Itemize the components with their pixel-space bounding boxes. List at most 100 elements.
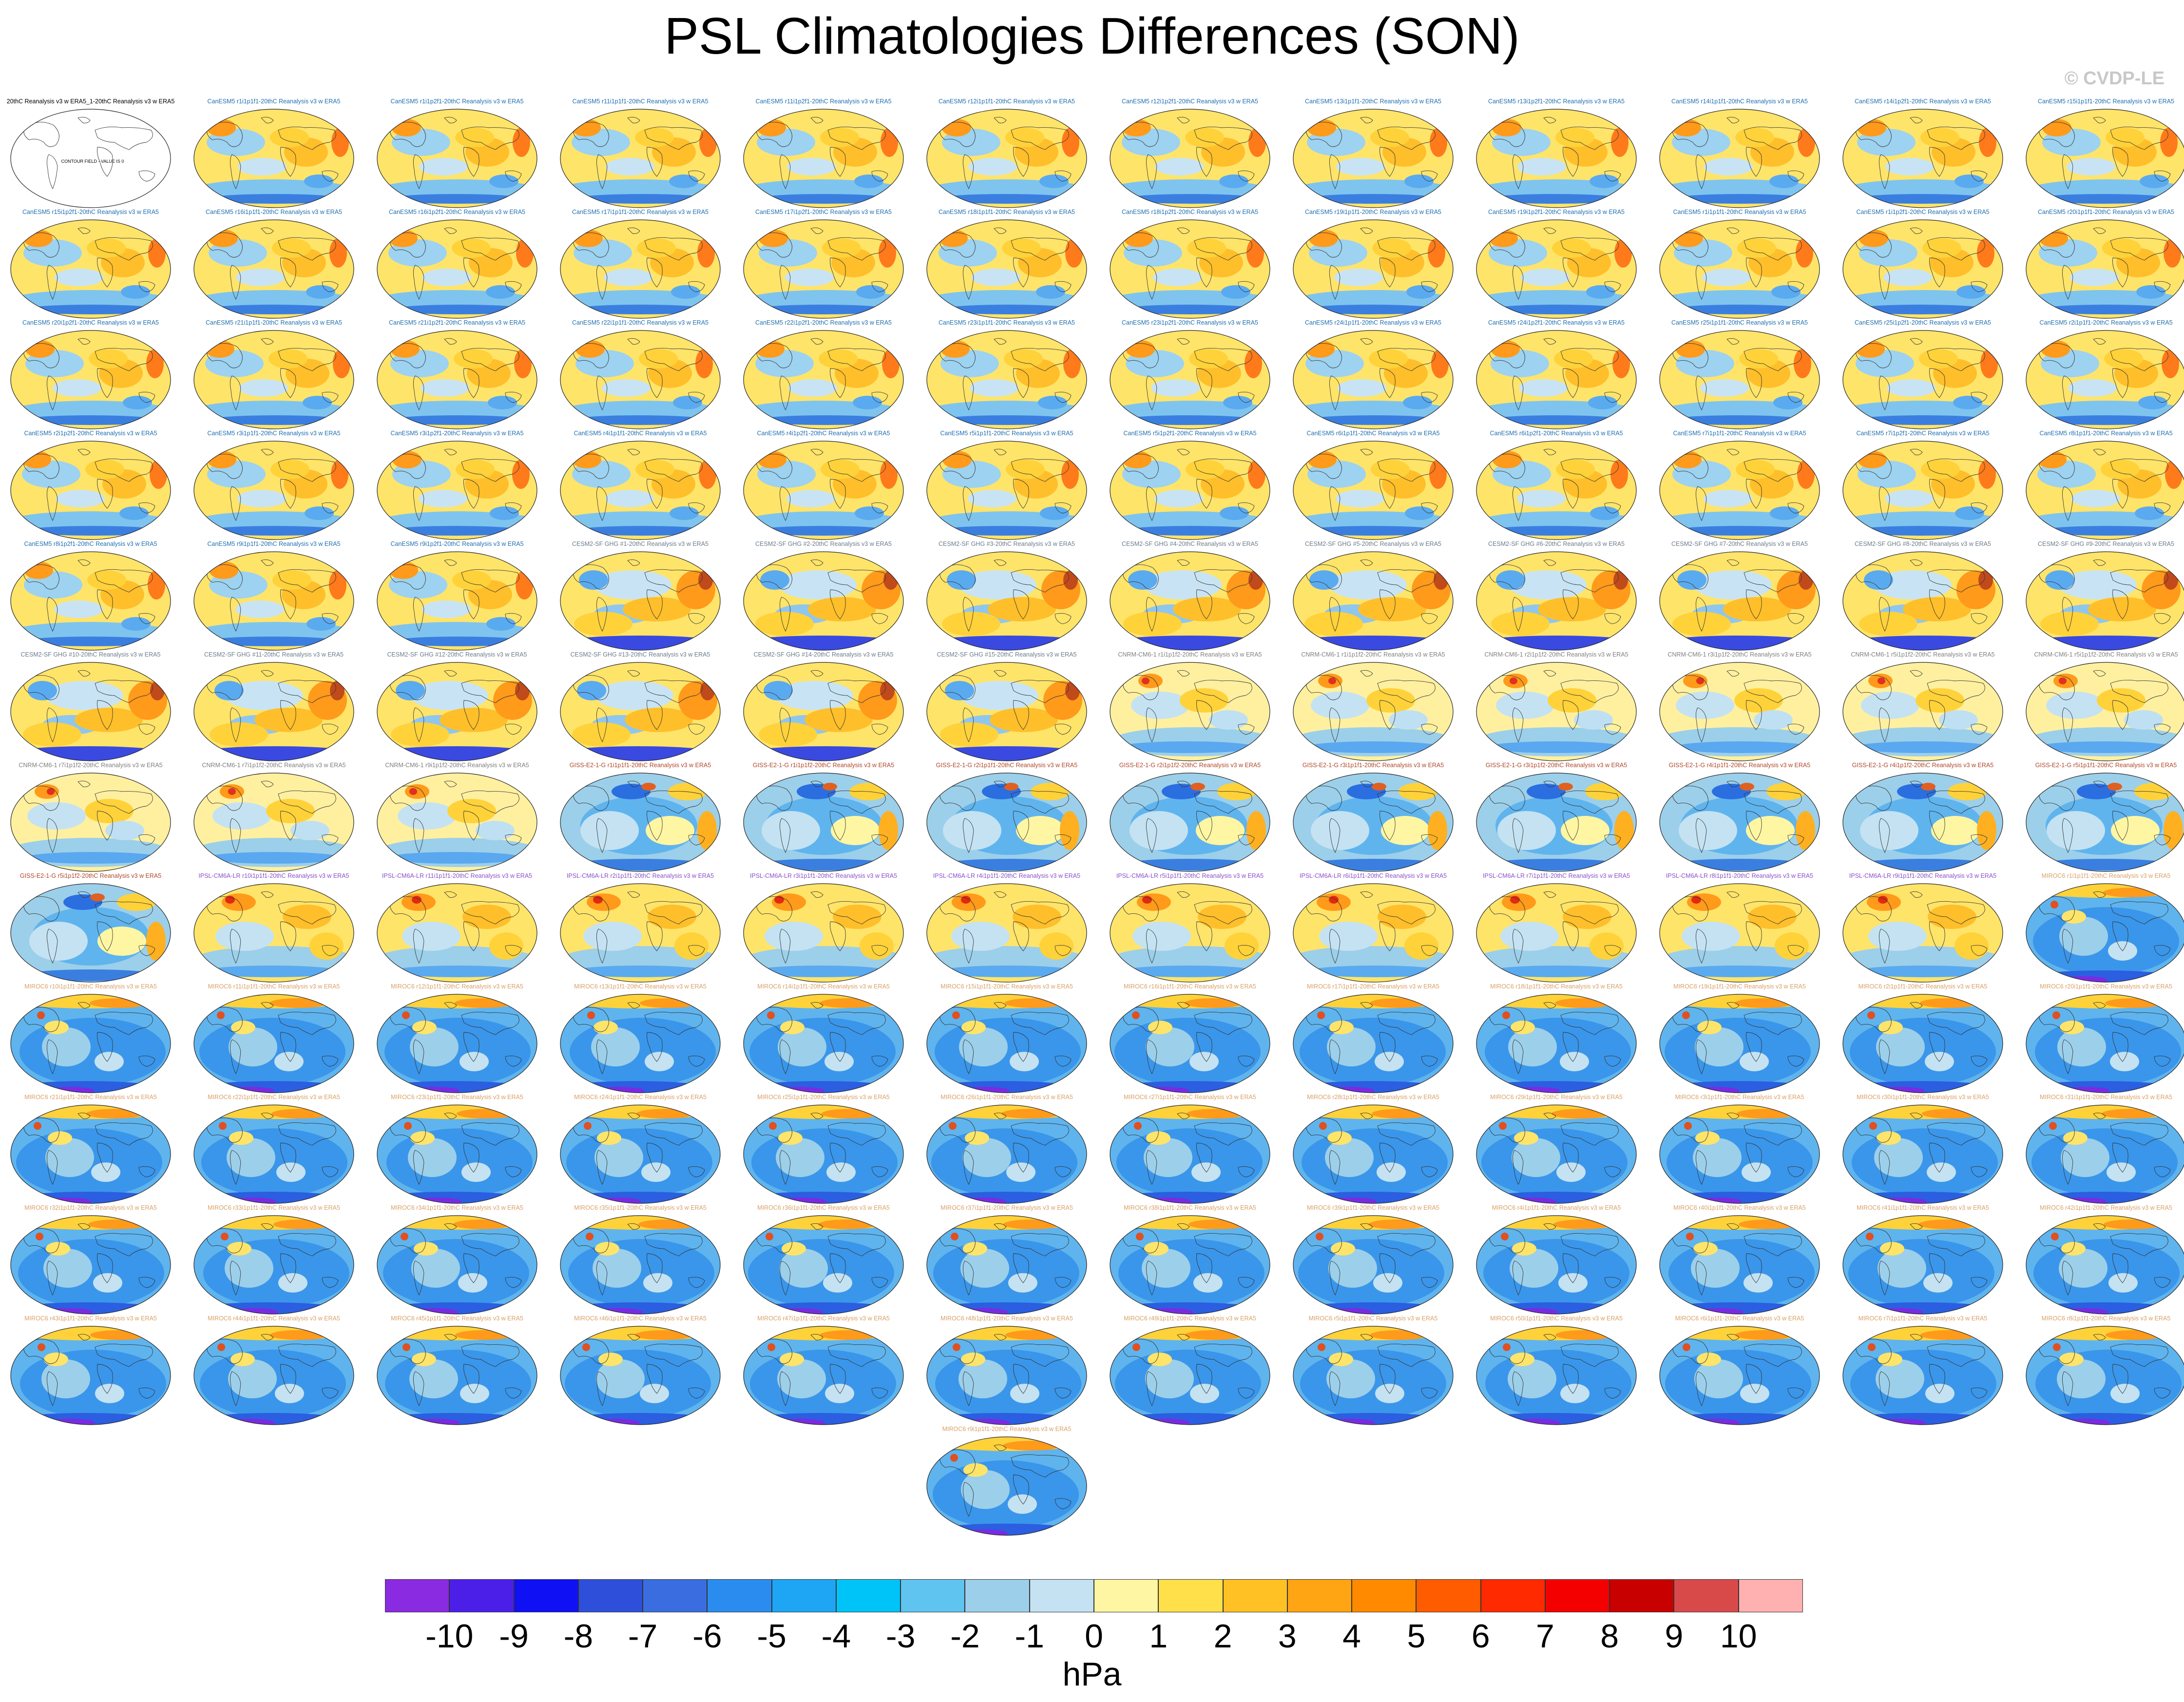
map-panel: CanESM5 r6i1p2f1-20thC Reanalysis v3 w E… <box>1474 428 1639 541</box>
map-panel: GISS-E2-1-G r5i1p1f1-20thC Reanalysis v3… <box>2023 760 2184 872</box>
globe-map <box>926 219 1087 319</box>
map-panel: CanESM5 r15i1p2f1-20thC Reanalysis v3 w … <box>8 207 173 319</box>
map-panel: MIROC6 r20i1p1f1-20thC Reanalysis v3 w E… <box>2023 982 2184 1094</box>
globe-map <box>926 441 1087 540</box>
map-panel: IPSL-CM6A-LR r8i1p1f1-20thC Reanalysis v… <box>1657 871 1822 983</box>
map-panel-title: MIROC6 r3i1p1f1-20thC Reanalysis v3 w ER… <box>1675 1094 1804 1101</box>
colorbar-swatch <box>771 1579 836 1612</box>
globe-map <box>560 994 721 1093</box>
globe-map <box>560 551 721 651</box>
map-panel-title: MIROC6 r5i1p1f1-20thC Reanalysis v3 w ER… <box>1308 1315 1438 1322</box>
globe-map <box>2026 551 2184 651</box>
map-panel-title: MIROC6 r26i1p1f1-20thC Reanalysis v3 w E… <box>940 1094 1073 1101</box>
map-panel: CanESM5 r2i1p1f1-20thC Reanalysis v3 w E… <box>2023 318 2184 430</box>
map-panel-title: CESM2-SF GHG #10-20thC Reanalysis v3 w E… <box>20 651 161 658</box>
map-panel-title: CESM2-SF GHG #8-20thC Reanalysis v3 w ER… <box>1855 541 1991 547</box>
map-panel: CanESM5 r15i1p1f1-20thC Reanalysis v3 w … <box>2023 97 2184 209</box>
map-panel: CanESM5 r23i1p2f1-20thC Reanalysis v3 w … <box>1107 318 1273 430</box>
globe-map <box>560 662 721 761</box>
map-panel-title: CanESM5 r16i1p2f1-20thC Reanalysis v3 w … <box>389 209 525 215</box>
map-panel-title: CanESM5 r17i1p1f1-20thC Reanalysis v3 w … <box>572 209 709 215</box>
globe-map <box>926 883 1087 983</box>
map-panel-title: MIROC6 r28i1p1f1-20thC Reanalysis v3 w E… <box>1307 1094 1439 1101</box>
map-panel-title: GISS-E2-1-G r1i1p1f1-20thC Reanalysis v3… <box>569 762 711 769</box>
globe-map <box>560 1215 721 1315</box>
map-panel: MIROC6 r21i1p1f1-20thC Reanalysis v3 w E… <box>8 1092 173 1204</box>
map-panel: CanESM5 r4i1p1f1-20thC Reanalysis v3 w E… <box>557 428 723 541</box>
map-panel-title: CanESM5 r24i1p1f1-20thC Reanalysis v3 w … <box>1305 319 1441 326</box>
map-panel: MIROC6 r28i1p1f1-20thC Reanalysis v3 w E… <box>1290 1092 1456 1204</box>
map-panel-title: MIROC6 r32i1p1f1-20thC Reanalysis v3 w E… <box>24 1204 157 1211</box>
globe-map <box>193 109 354 208</box>
map-panel-title: MIROC6 r31i1p1f1-20thC Reanalysis v3 w E… <box>2040 1094 2172 1101</box>
globe-map <box>193 1326 354 1425</box>
globe-map <box>1476 109 1637 208</box>
map-panel-title: MIROC6 r49i1p1f1-20thC Reanalysis v3 w E… <box>1124 1315 1256 1322</box>
map-panel-title: GISS-E2-1-G r1i1p1f2-20thC Reanalysis v3… <box>752 762 895 769</box>
map-panel-title: CanESM5 r18i1p2f1-20thC Reanalysis v3 w … <box>1122 209 1258 215</box>
map-panel: CNRM-CM6-1 r9i1p1f2-20thC Reanalysis v3 … <box>374 760 540 872</box>
map-panel-title: 20thC Reanalysis v3 w ERA5_1-20thC Reana… <box>6 98 175 105</box>
map-panel-title: CanESM5 r5i1p1f1-20thC Reanalysis v3 w E… <box>940 430 1073 437</box>
map-panel: CanESM5 r24i1p2f1-20thC Reanalysis v3 w … <box>1474 318 1639 430</box>
globe-map <box>1659 1104 1820 1204</box>
map-panel-title: MIROC6 r47i1p1f1-20thC Reanalysis v3 w E… <box>757 1315 890 1322</box>
map-panel: CanESM5 r18i1p1f1-20thC Reanalysis v3 w … <box>924 207 1090 319</box>
map-panel: CanESM5 r20i1p1f1-20thC Reanalysis v3 w … <box>2023 207 2184 319</box>
globe-map <box>1110 883 1270 983</box>
globe-map <box>743 1215 904 1315</box>
map-panel: CanESM5 r8i1p1f1-20thC Reanalysis v3 w E… <box>2023 428 2184 541</box>
globe-map <box>743 1326 904 1425</box>
map-panel: CNRM-CM6-1 r5i1p1f2-20thC Reanalysis v3 … <box>2023 650 2184 762</box>
map-panel-title: MIROC6 r39i1p1f1-20thC Reanalysis v3 w E… <box>1307 1204 1439 1211</box>
map-panel-title: MIROC6 r43i1p1f1-20thC Reanalysis v3 w E… <box>24 1315 157 1322</box>
map-panel-title: CanESM5 r18i1p1f1-20thC Reanalysis v3 w … <box>939 209 1075 215</box>
map-panel-title: CanESM5 r6i1p2f1-20thC Reanalysis v3 w E… <box>1490 430 1623 437</box>
map-panel: CanESM5 r1i1p2f1-20thC Reanalysis v3 w E… <box>1840 207 2006 319</box>
map-panel-title: CESM2-SF GHG #14-20thC Reanalysis v3 w E… <box>753 651 894 658</box>
globe-map <box>743 1104 904 1204</box>
globe-map <box>1842 1326 2003 1425</box>
colorbar-swatch <box>1352 1579 1417 1612</box>
globe-map <box>10 883 171 983</box>
map-panel-title: GISS-E2-1-G r4i1p1f2-20thC Reanalysis v3… <box>1852 762 1994 769</box>
map-panel-title: CanESM5 r1i1p2f1-20thC Reanalysis v3 w E… <box>1856 209 1990 215</box>
map-panel-title: CanESM5 r3i1p1f1-20thC Reanalysis v3 w E… <box>207 430 341 437</box>
map-panel: MIROC6 r29i1p1f1-20thC Reanalysis v3 w E… <box>1474 1092 1639 1204</box>
map-panel: CanESM5 r1i1p1f1-20thC Reanalysis v3 w E… <box>1657 207 1822 319</box>
globe-map <box>2026 773 2184 872</box>
map-panel-title: CNRM-CM6-1 r5i1p1f2-20thC Reanalysis v3 … <box>1851 651 1995 658</box>
colorbar-swatch <box>1287 1579 1352 1612</box>
map-panel: CanESM5 r9i1p1f1-20thC Reanalysis v3 w E… <box>191 539 357 651</box>
map-panel: CNRM-CM6-1 r7i1p1f2-20thC Reanalysis v3 … <box>191 760 357 872</box>
map-panel-title: MIROC6 r24i1p1f1-20thC Reanalysis v3 w E… <box>574 1094 707 1101</box>
map-panel-title: MIROC6 r11i1p1f1-20thC Reanalysis v3 w E… <box>208 983 340 990</box>
globe-map <box>193 994 354 1093</box>
globe-map: CONTOUR FIELD - VALUE IS 0 <box>10 109 171 208</box>
map-panel: IPSL-CM6A-LR r11i1p1f1-20thC Reanalysis … <box>374 871 540 983</box>
colorbar-swatch <box>1545 1579 1610 1612</box>
globe-map <box>1659 773 1820 872</box>
map-panel-title: MIROC6 r29i1p1f1-20thC Reanalysis v3 w E… <box>1490 1094 1623 1101</box>
map-panel-title: CanESM5 r23i1p1f1-20thC Reanalysis v3 w … <box>939 319 1075 326</box>
map-panel-title: GISS-E2-1-G r4i1p1f1-20thC Reanalysis v3… <box>1668 762 1811 769</box>
map-panel: CanESM5 r17i1p1f1-20thC Reanalysis v3 w … <box>557 207 723 319</box>
map-panel: CanESM5 r20i1p2f1-20thC Reanalysis v3 w … <box>8 318 173 430</box>
map-panel: CanESM5 r25i1p2f1-20thC Reanalysis v3 w … <box>1840 318 2006 430</box>
map-panel-title: CanESM5 r1i1p2f1-20thC Reanalysis v3 w E… <box>390 98 524 105</box>
colorbar-swatch <box>449 1579 514 1612</box>
map-panel-title: CanESM5 r21i1p2f1-20thC Reanalysis v3 w … <box>389 319 525 326</box>
globe-map <box>926 773 1087 872</box>
globe-map <box>193 1215 354 1315</box>
globe-map <box>377 441 537 540</box>
globe-map <box>1293 551 1454 651</box>
globe-map <box>1293 330 1454 429</box>
map-panel-title: MIROC6 r30i1p1f1-20thC Reanalysis v3 w E… <box>1857 1094 1989 1101</box>
map-panel: CanESM5 r24i1p1f1-20thC Reanalysis v3 w … <box>1290 318 1456 430</box>
globe-map <box>1110 551 1270 651</box>
map-panel: CanESM5 r23i1p1f1-20thC Reanalysis v3 w … <box>924 318 1090 430</box>
map-panel-title: IPSL-CM6A-LR r3i1p1f1-20thC Reanalysis v… <box>749 872 898 879</box>
map-panel: CanESM5 r14i1p2f1-20thC Reanalysis v3 w … <box>1840 97 2006 209</box>
globe-map <box>377 883 537 983</box>
map-panel-title: CanESM5 r1i1p1f1-20thC Reanalysis v3 w E… <box>207 98 341 105</box>
